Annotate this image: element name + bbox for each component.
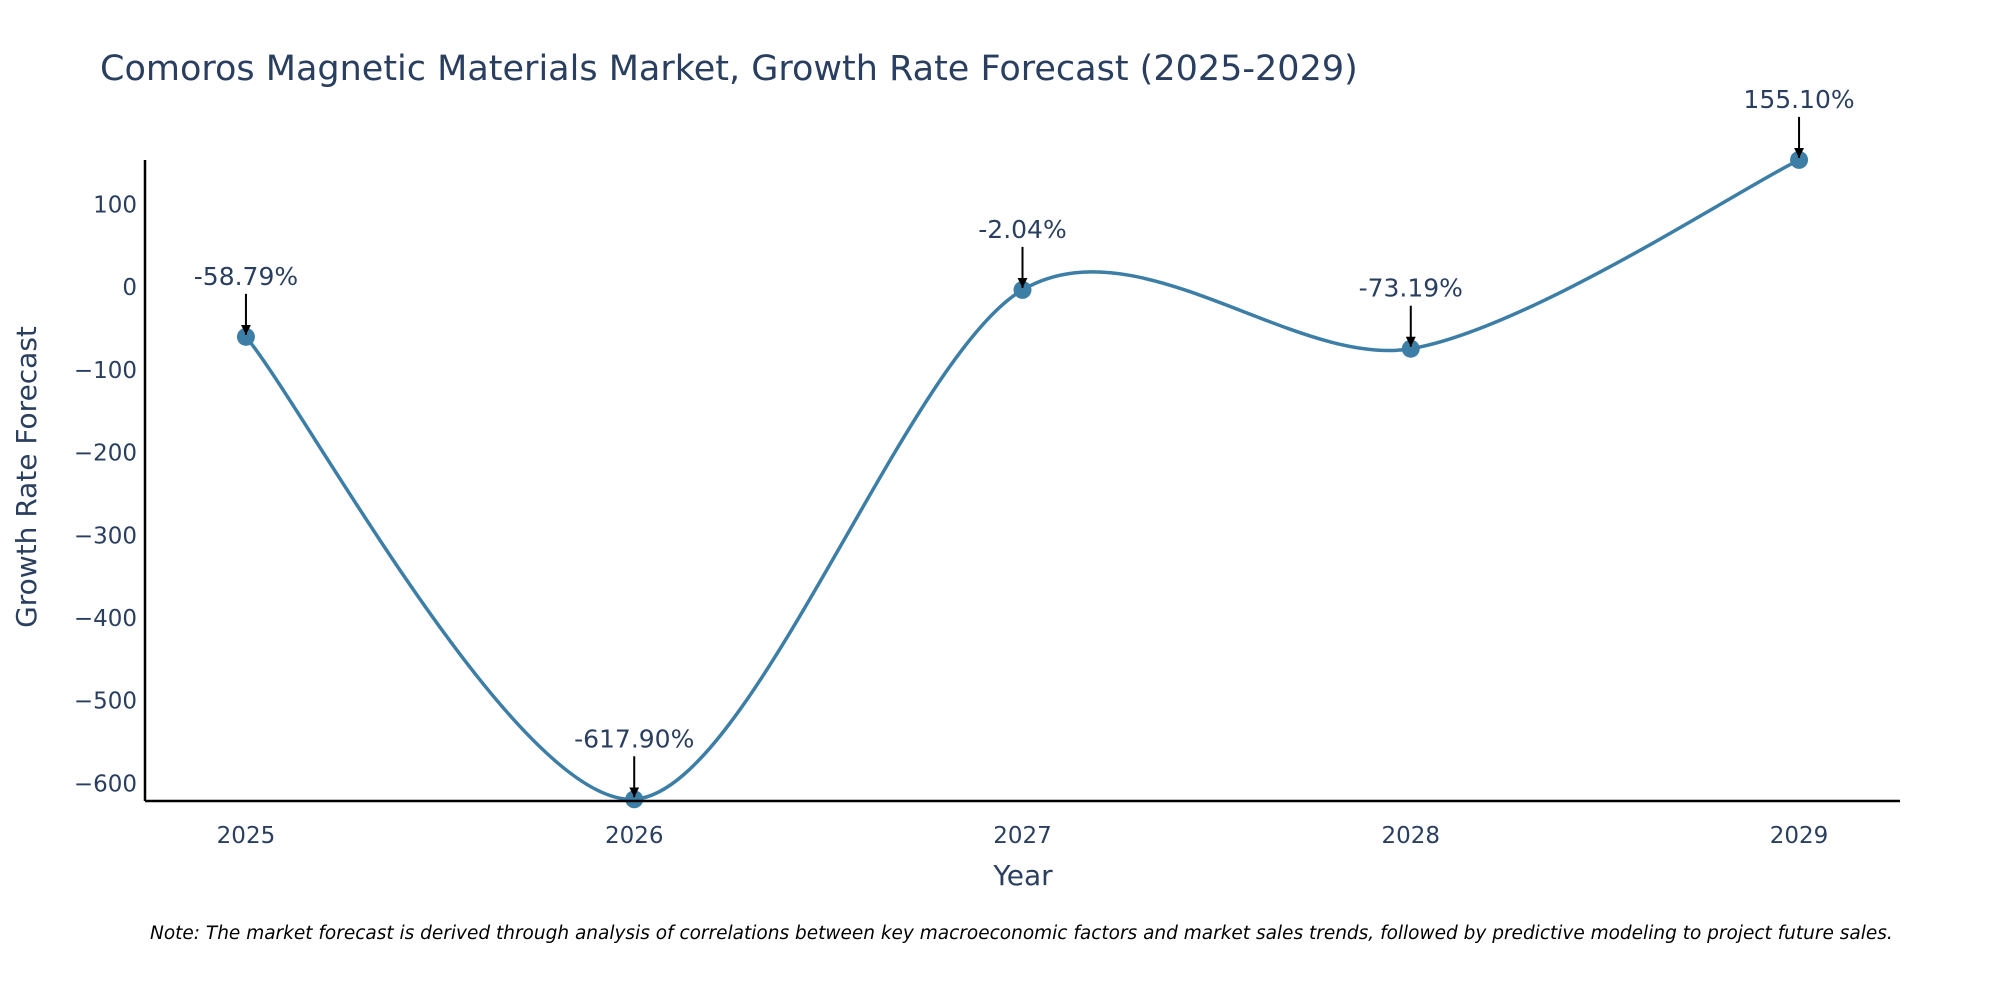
x-tick-label: 2028 (1382, 823, 1441, 849)
chart-title: Comoros Magnetic Materials Market, Growt… (100, 49, 1358, 89)
y-axis-ticks: 100 0 −100 −200 −300 −400 −500 −600 (74, 192, 137, 797)
footnote: Note: The market forecast is derived thr… (150, 923, 1893, 944)
y-tick-label: −500 (74, 689, 137, 715)
y-tick-label: 0 (122, 275, 137, 301)
x-tick-label: 2029 (1770, 823, 1829, 849)
x-axis-ticks: 2025 2026 2027 2028 2029 (217, 823, 1829, 849)
x-axis-title: Year (992, 859, 1053, 892)
data-label: -73.19% (1359, 274, 1463, 303)
series-line (244, 158, 1800, 802)
data-label: -58.79% (194, 262, 298, 291)
x-tick-label: 2027 (993, 823, 1052, 849)
data-label: -2.04% (978, 215, 1066, 244)
data-label: 155.10% (1743, 85, 1854, 114)
y-tick-label: −400 (74, 606, 137, 632)
y-tick-label: 100 (93, 192, 137, 218)
y-axis-title: Growth Rate Forecast (10, 326, 43, 628)
data-annotations: -58.79% -617.90% -2.04% -73.19% 155.10% (194, 85, 1855, 798)
data-label: -617.90% (574, 724, 694, 753)
y-tick-label: −300 (74, 523, 137, 549)
y-tick-label: −600 (74, 771, 137, 797)
y-tick-label: −200 (74, 441, 137, 467)
y-tick-label: −100 (74, 358, 137, 384)
x-tick-label: 2025 (217, 823, 276, 849)
x-tick-label: 2026 (605, 823, 664, 849)
